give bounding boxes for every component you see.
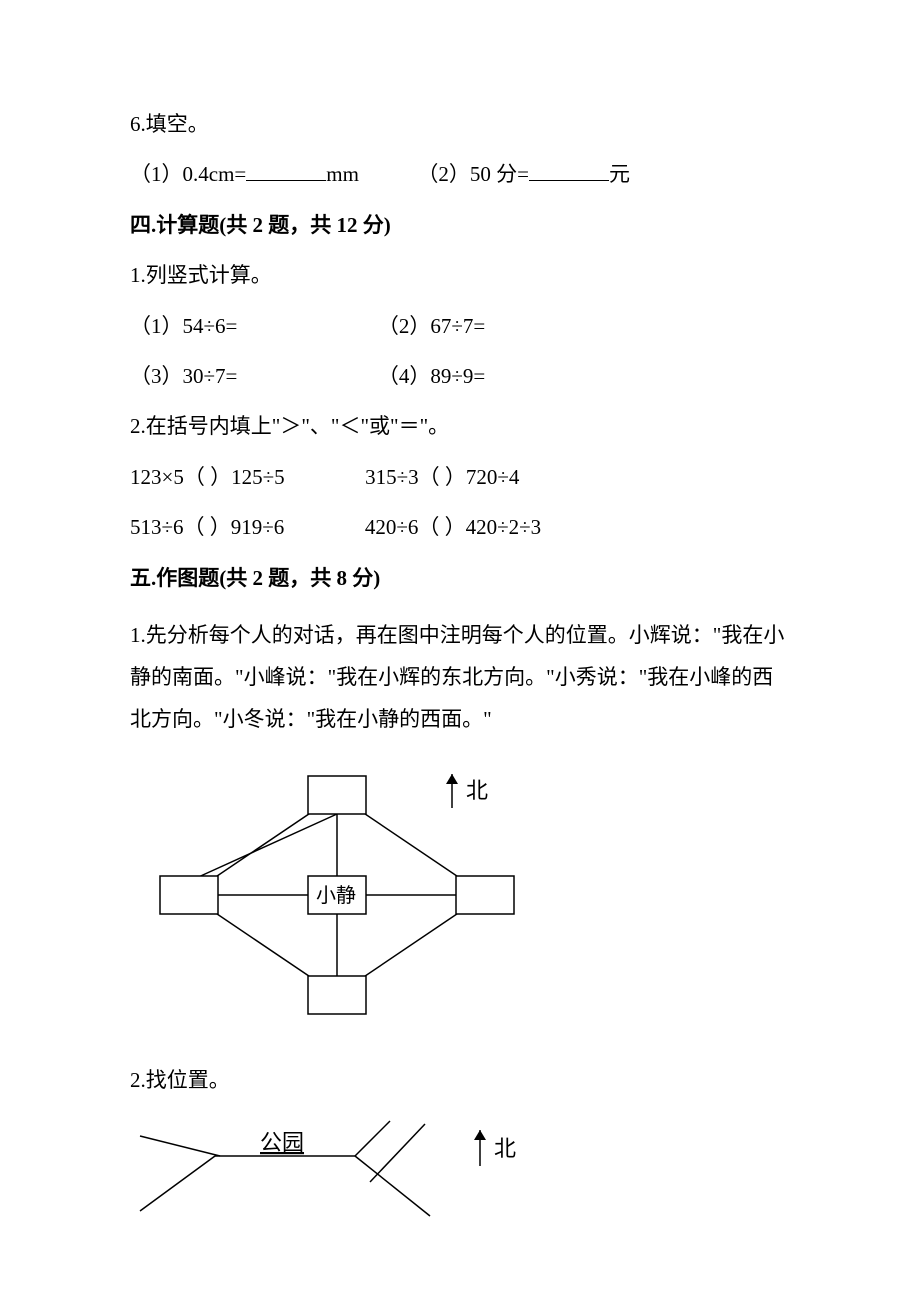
s4-q1-row2: （3）30÷7= （4）89÷9= (130, 362, 790, 391)
s4-q1-item1: （1）54÷6= (130, 314, 237, 338)
s4-q2-r1b: 315÷3（ ）720÷4 (365, 465, 519, 489)
q6-blank-2 (529, 160, 609, 181)
s4-q1-item2: （2）67÷7= (378, 314, 485, 338)
q6-p2-suffix: 元 (609, 162, 630, 186)
s4-q2-r2b: 420÷6（ ）420÷2÷3 (365, 515, 541, 539)
s4-q1-item3: （3）30÷7= (130, 364, 237, 388)
position-diagram: 小静 北 (130, 758, 530, 1038)
s4-q2-row2: 513÷6（ ）919÷6 420÷6（ ）420÷2÷3 (130, 513, 790, 542)
s5-q1-figure: 小静 北 (130, 758, 790, 1038)
q6-fillins: （1）0.4cm= mm （2）50 分= 元 (130, 160, 790, 189)
section5-heading: 五.作图题(共 2 题，共 8 分) (130, 564, 790, 593)
s4-q1-row1: （1）54÷6= （2）67÷7= (130, 312, 790, 341)
s5-q1-text: 1.先分析每个人的对话，再在图中注明每个人的位置。小辉说："我在小静的南面。"小… (130, 614, 790, 740)
q6-title: 6.填空。 (130, 110, 790, 139)
q6-p2-prefix: （2）50 分= (417, 162, 529, 186)
s4-q2-r2a: 513÷6（ ）919÷6 (130, 515, 284, 539)
s4-q1-title: 1.列竖式计算。 (130, 261, 790, 290)
svg-text:北: 北 (466, 778, 488, 803)
s4-q2-title: 2.在括号内填上"＞"、"＜"或"＝"。 (130, 412, 790, 441)
s5-q2-title: 2.找位置。 (130, 1066, 790, 1095)
section4-heading: 四.计算题(共 2 题，共 12 分) (130, 211, 790, 240)
svg-text:北: 北 (494, 1136, 516, 1161)
svg-text:小静: 小静 (316, 884, 356, 907)
s4-q1-item4: （4）89÷9= (378, 364, 485, 388)
park-map-diagram: 公园 北 (130, 1116, 550, 1236)
q6-blank-1 (246, 160, 326, 181)
s5-q2-figure: 公园 北 (130, 1116, 790, 1236)
svg-text:公园: 公园 (260, 1130, 304, 1155)
q6-p1-suffix: mm (326, 162, 359, 186)
s4-q2-r1a: 123×5（ ）125÷5 (130, 465, 285, 489)
s4-q2-row1: 123×5（ ）125÷5 315÷3（ ）720÷4 (130, 463, 790, 492)
q6-p1-prefix: （1）0.4cm= (130, 162, 246, 186)
